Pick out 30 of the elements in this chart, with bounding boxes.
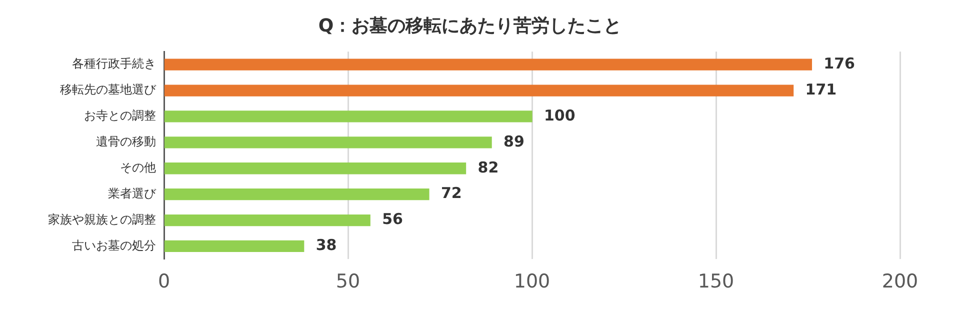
bar (164, 84, 794, 96)
bar (164, 240, 304, 252)
data-label: 100 (544, 106, 576, 124)
bar (164, 188, 430, 200)
x-tick-label: 150 (698, 270, 734, 293)
y-tick-label: 業者選び (108, 186, 157, 200)
data-label: 56 (382, 210, 403, 228)
data-label: 171 (805, 80, 837, 98)
x-tick-label: 50 (336, 270, 360, 293)
y-tick-label: 家族や親族との調整 (48, 212, 156, 226)
data-label: 82 (478, 158, 499, 176)
chart-title: Q：お墓の移転にあたり苦労したこと (318, 15, 622, 36)
y-tick-label: 古いお墓の処分 (72, 238, 156, 252)
bar (164, 214, 370, 226)
data-label: 89 (504, 132, 524, 150)
x-tick-label: 200 (882, 270, 918, 293)
x-tick-label: 0 (158, 270, 170, 293)
bar (164, 162, 466, 174)
data-label: 72 (440, 184, 462, 202)
y-tick-label: 各種行政手続き (72, 56, 156, 71)
bar (164, 136, 492, 148)
y-tick-label: 移転先の墓地選び (60, 82, 157, 97)
bar (164, 110, 532, 122)
y-tick-label: お寺との調整 (84, 108, 156, 123)
bar (164, 58, 812, 70)
y-tick-label: 遺骨の移動 (96, 134, 156, 149)
data-label: 176 (824, 54, 855, 72)
data-label: 38 (316, 236, 337, 254)
x-tick-label: 100 (514, 270, 550, 293)
y-tick-label: その他 (120, 160, 156, 174)
